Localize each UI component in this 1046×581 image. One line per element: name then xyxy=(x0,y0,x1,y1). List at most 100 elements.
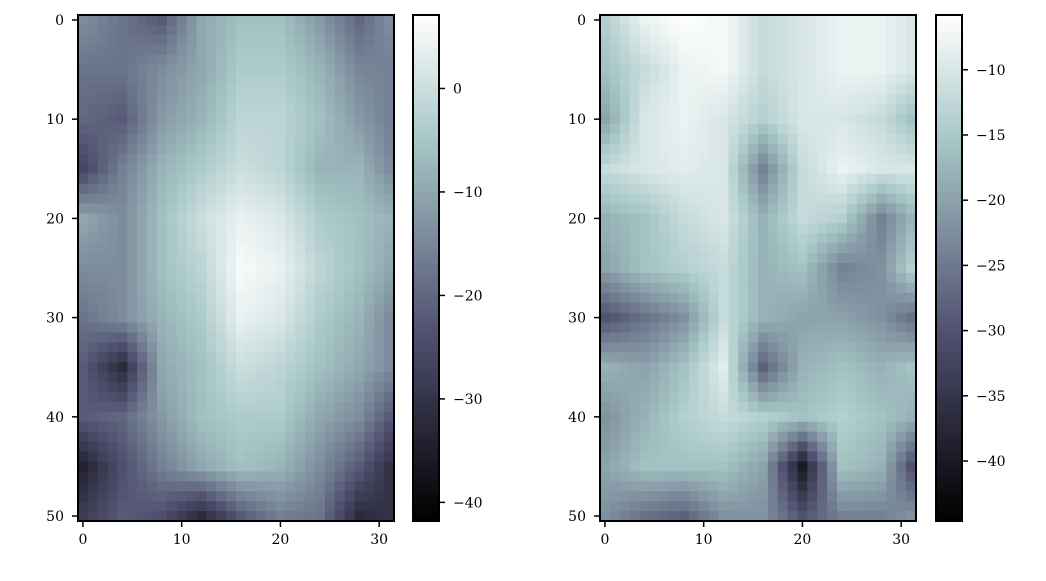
heatmap-cell xyxy=(245,441,257,453)
heatmap-cell xyxy=(718,322,729,334)
heatmap-cell xyxy=(97,84,109,95)
heatmap-cell xyxy=(787,64,799,76)
colorbar-segment xyxy=(413,440,439,446)
heatmap-cell xyxy=(886,15,897,26)
heatmap-cell xyxy=(87,64,99,76)
heatmap-cell xyxy=(315,511,326,522)
heatmap-cell xyxy=(856,501,868,512)
heatmap-cell xyxy=(127,471,138,482)
colorbar-segment xyxy=(413,314,439,320)
heatmap-cell xyxy=(137,352,148,363)
heatmap-cell xyxy=(147,243,158,254)
heatmap-cell xyxy=(708,173,720,185)
heatmap-cell xyxy=(856,431,868,443)
heatmap-cell xyxy=(629,94,641,105)
heatmap-cell xyxy=(285,84,296,95)
heatmap-cell xyxy=(265,203,277,215)
heatmap-cell xyxy=(334,431,346,443)
heatmap-cell xyxy=(688,173,700,185)
heatmap-cell xyxy=(176,461,188,472)
heatmap-cell xyxy=(777,233,789,244)
heatmap-cell xyxy=(334,501,346,512)
colorbar-segment xyxy=(936,183,962,189)
heatmap-cell xyxy=(354,54,365,66)
heatmap-cell xyxy=(846,213,858,224)
heatmap-cell xyxy=(698,243,710,254)
heatmap-cell xyxy=(748,312,759,324)
x-tick-label: 10 xyxy=(695,532,713,548)
heatmap-cell xyxy=(876,114,887,125)
heatmap-cell xyxy=(639,491,650,502)
heatmap-cell xyxy=(216,362,227,373)
heatmap-cell xyxy=(78,302,89,314)
axes-frame xyxy=(77,14,395,522)
heatmap-cell xyxy=(846,382,858,393)
heatmap-cell xyxy=(738,421,749,433)
heatmap-cell xyxy=(837,203,848,215)
heatmap-cell xyxy=(738,163,749,175)
heatmap-cell xyxy=(226,342,237,353)
heatmap-cell xyxy=(758,134,769,145)
heatmap-cell xyxy=(708,193,720,205)
heatmap-cell xyxy=(708,322,720,334)
heatmap-cell xyxy=(87,173,99,185)
heatmap-cell xyxy=(166,501,178,512)
heatmap-cell xyxy=(87,24,99,36)
heatmap-cell xyxy=(758,34,769,46)
heatmap-cell xyxy=(176,302,188,314)
heatmap-cell xyxy=(787,34,799,46)
heatmap-cell xyxy=(324,461,336,472)
heatmap-cell xyxy=(679,461,690,472)
heatmap-cell xyxy=(846,441,858,453)
heatmap-cell xyxy=(157,362,168,373)
heatmap-cell xyxy=(600,481,611,492)
colorbar-segment xyxy=(936,221,962,227)
heatmap-cell xyxy=(688,183,700,195)
heatmap-cell xyxy=(827,461,838,472)
heatmap-cell xyxy=(176,312,188,324)
heatmap-cell xyxy=(817,411,828,423)
heatmap-cell xyxy=(876,64,887,76)
x-tick-label: 20 xyxy=(272,532,290,548)
heatmap-cell xyxy=(334,94,346,105)
heatmap-cell xyxy=(688,153,700,165)
heatmap-cell xyxy=(285,332,296,344)
heatmap-cell xyxy=(846,114,858,125)
heatmap-cell xyxy=(817,342,828,353)
heatmap-cell xyxy=(107,312,119,324)
heatmap-cell xyxy=(906,431,917,443)
heatmap-cell xyxy=(374,253,385,264)
colorbar-segment xyxy=(413,238,439,244)
heatmap-cell xyxy=(876,392,887,403)
heatmap-cell xyxy=(787,511,799,522)
heatmap-cell xyxy=(265,114,277,125)
heatmap-cell xyxy=(856,223,868,234)
heatmap-cell xyxy=(236,34,247,46)
heatmap-cell xyxy=(354,332,365,344)
heatmap-cell xyxy=(78,292,89,304)
heatmap-cell xyxy=(324,124,336,135)
heatmap-cell xyxy=(176,163,188,175)
heatmap-cell xyxy=(846,124,858,135)
heatmap-cell xyxy=(127,193,138,205)
heatmap-cell xyxy=(206,193,217,205)
heatmap-cell xyxy=(787,243,799,254)
heatmap-cell xyxy=(384,352,395,363)
heatmap-cell xyxy=(738,332,749,344)
heatmap-cell xyxy=(147,44,158,56)
heatmap-cell xyxy=(354,451,365,463)
heatmap-cell xyxy=(384,511,395,522)
heatmap-cell xyxy=(285,491,296,502)
heatmap-cell xyxy=(886,74,897,86)
heatmap-cell xyxy=(649,24,660,36)
heatmap-cell xyxy=(679,233,690,244)
heatmap-cell xyxy=(639,253,650,264)
heatmap-cell xyxy=(107,411,119,423)
heatmap-cell xyxy=(679,491,690,502)
heatmap-cell xyxy=(846,24,858,36)
heatmap-cell xyxy=(236,501,247,512)
heatmap-cell xyxy=(344,253,356,264)
heatmap-cell xyxy=(97,481,109,492)
heatmap-cell xyxy=(206,44,217,56)
heatmap-cell xyxy=(344,511,356,522)
